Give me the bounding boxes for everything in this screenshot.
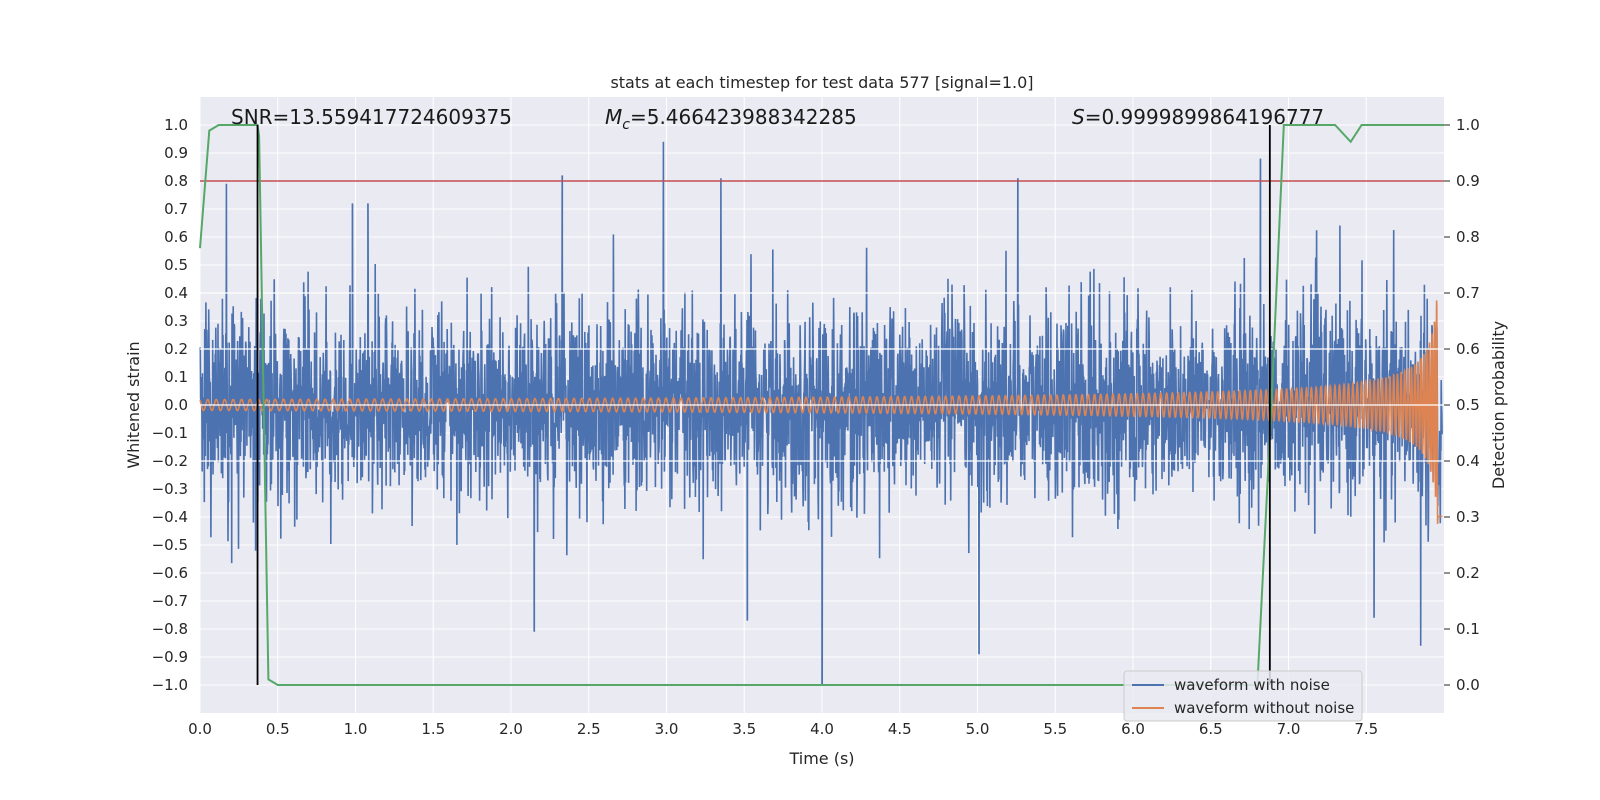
x-tick-label: 3.5	[732, 720, 756, 738]
x-tick-label: 1.5	[421, 720, 445, 738]
x-tick-label: 2.5	[577, 720, 601, 738]
y-tick-label: −0.5	[152, 536, 188, 554]
mc-annotation: Mc=5.466423988342285	[605, 105, 857, 133]
y-tick-label: −0.4	[152, 508, 188, 526]
x-tick-label: 1.0	[344, 720, 368, 738]
x-ticks: 0.0 0.5 1.0 1.5 2.0 2.5 3.0 3.5 4.0 4.5 5.0 5.5 6.0 6…	[188, 720, 1378, 738]
y-tick-label: −0.7	[152, 592, 188, 610]
y2-tick-label: 0.2	[1456, 564, 1480, 582]
x-tick-label: 6.0	[1121, 720, 1145, 738]
s-annotation: S=0.9999899864196777	[1072, 105, 1324, 129]
y-tick-label: −0.2	[152, 452, 188, 470]
y-tick-label: 0.1	[164, 368, 188, 386]
y-tick-label: −0.1	[152, 424, 188, 442]
y2-tick-label: 0.8	[1456, 228, 1480, 246]
y-tick-label: −1.0	[152, 676, 188, 694]
x-tick-label: 2.0	[499, 720, 523, 738]
y2-tick-label: 0.4	[1456, 452, 1480, 470]
y2-axis-label: Detection probability	[1489, 321, 1508, 489]
series-detection-probability	[199, 124, 1444, 686]
y-ticks: 1.0 0.9 0.8 0.7 0.6 0.5 0.4 0.3 0.2 0.1 0.0 −0.1 −0.…	[152, 116, 188, 694]
x-tick-label: 3.0	[655, 720, 679, 738]
x-tick-label: 4.5	[888, 720, 912, 738]
legend-label-noise: waveform with noise	[1174, 676, 1330, 694]
x-tick-label: 5.0	[966, 720, 990, 738]
y-tick-label: 0.4	[164, 284, 188, 302]
chart-title: stats at each timestep for test data 577…	[610, 73, 1033, 92]
y-tick-label: 0.9	[164, 144, 188, 162]
series-layer	[199, 141, 1443, 686]
y-tick-label: 0.8	[164, 172, 188, 190]
y2-tick-label: 0.6	[1456, 340, 1480, 358]
y-tick-label: 0.0	[164, 396, 188, 414]
y-tick-label: −0.8	[152, 620, 188, 638]
y-axis-label: Whitened strain	[124, 341, 143, 468]
x-tick-label: 6.5	[1199, 720, 1223, 738]
y2-tick-label: 0.1	[1456, 620, 1480, 638]
y2-ticks: 1.0 0.9 0.8 0.7 0.6 0.5 0.4 0.3 0.2 0.1 0.0	[1444, 116, 1480, 694]
x-tick-label: 7.5	[1354, 720, 1378, 738]
y2-tick-label: 0.0	[1456, 676, 1480, 694]
y2-tick-label: 0.9	[1456, 172, 1480, 190]
snr-annotation: SNR=13.559417724609375	[231, 105, 512, 129]
y-tick-label: −0.9	[152, 648, 188, 666]
y-tick-label: 0.2	[164, 340, 188, 358]
legend: waveform with noise waveform without noi…	[1123, 670, 1363, 722]
y-tick-label: 1.0	[164, 116, 188, 134]
x-tick-label: 7.0	[1277, 720, 1301, 738]
y2-tick-label: 0.5	[1456, 396, 1480, 414]
y-tick-label: 0.7	[164, 200, 188, 218]
x-tick-label: 0.5	[266, 720, 290, 738]
x-tick-label: 5.5	[1043, 720, 1067, 738]
x-axis-label: Time (s)	[788, 749, 854, 768]
y-tick-label: 0.3	[164, 312, 188, 330]
legend-box	[1123, 670, 1363, 722]
y-tick-label: −0.3	[152, 480, 188, 498]
y-tick-label: 0.5	[164, 256, 188, 274]
overlay-layer	[199, 124, 1444, 686]
y-tick-label: −0.6	[152, 564, 188, 582]
y2-tick-label: 0.7	[1456, 284, 1480, 302]
series-waveform-without-noise	[199, 300, 1443, 524]
x-tick-label: 4.0	[810, 720, 834, 738]
x-tick-label: 0.0	[188, 720, 212, 738]
y-tick-label: 0.6	[164, 228, 188, 246]
y2-tick-label: 1.0	[1456, 116, 1480, 134]
y2-tick-label: 0.3	[1456, 508, 1480, 526]
legend-label-clean: waveform without noise	[1174, 699, 1354, 717]
